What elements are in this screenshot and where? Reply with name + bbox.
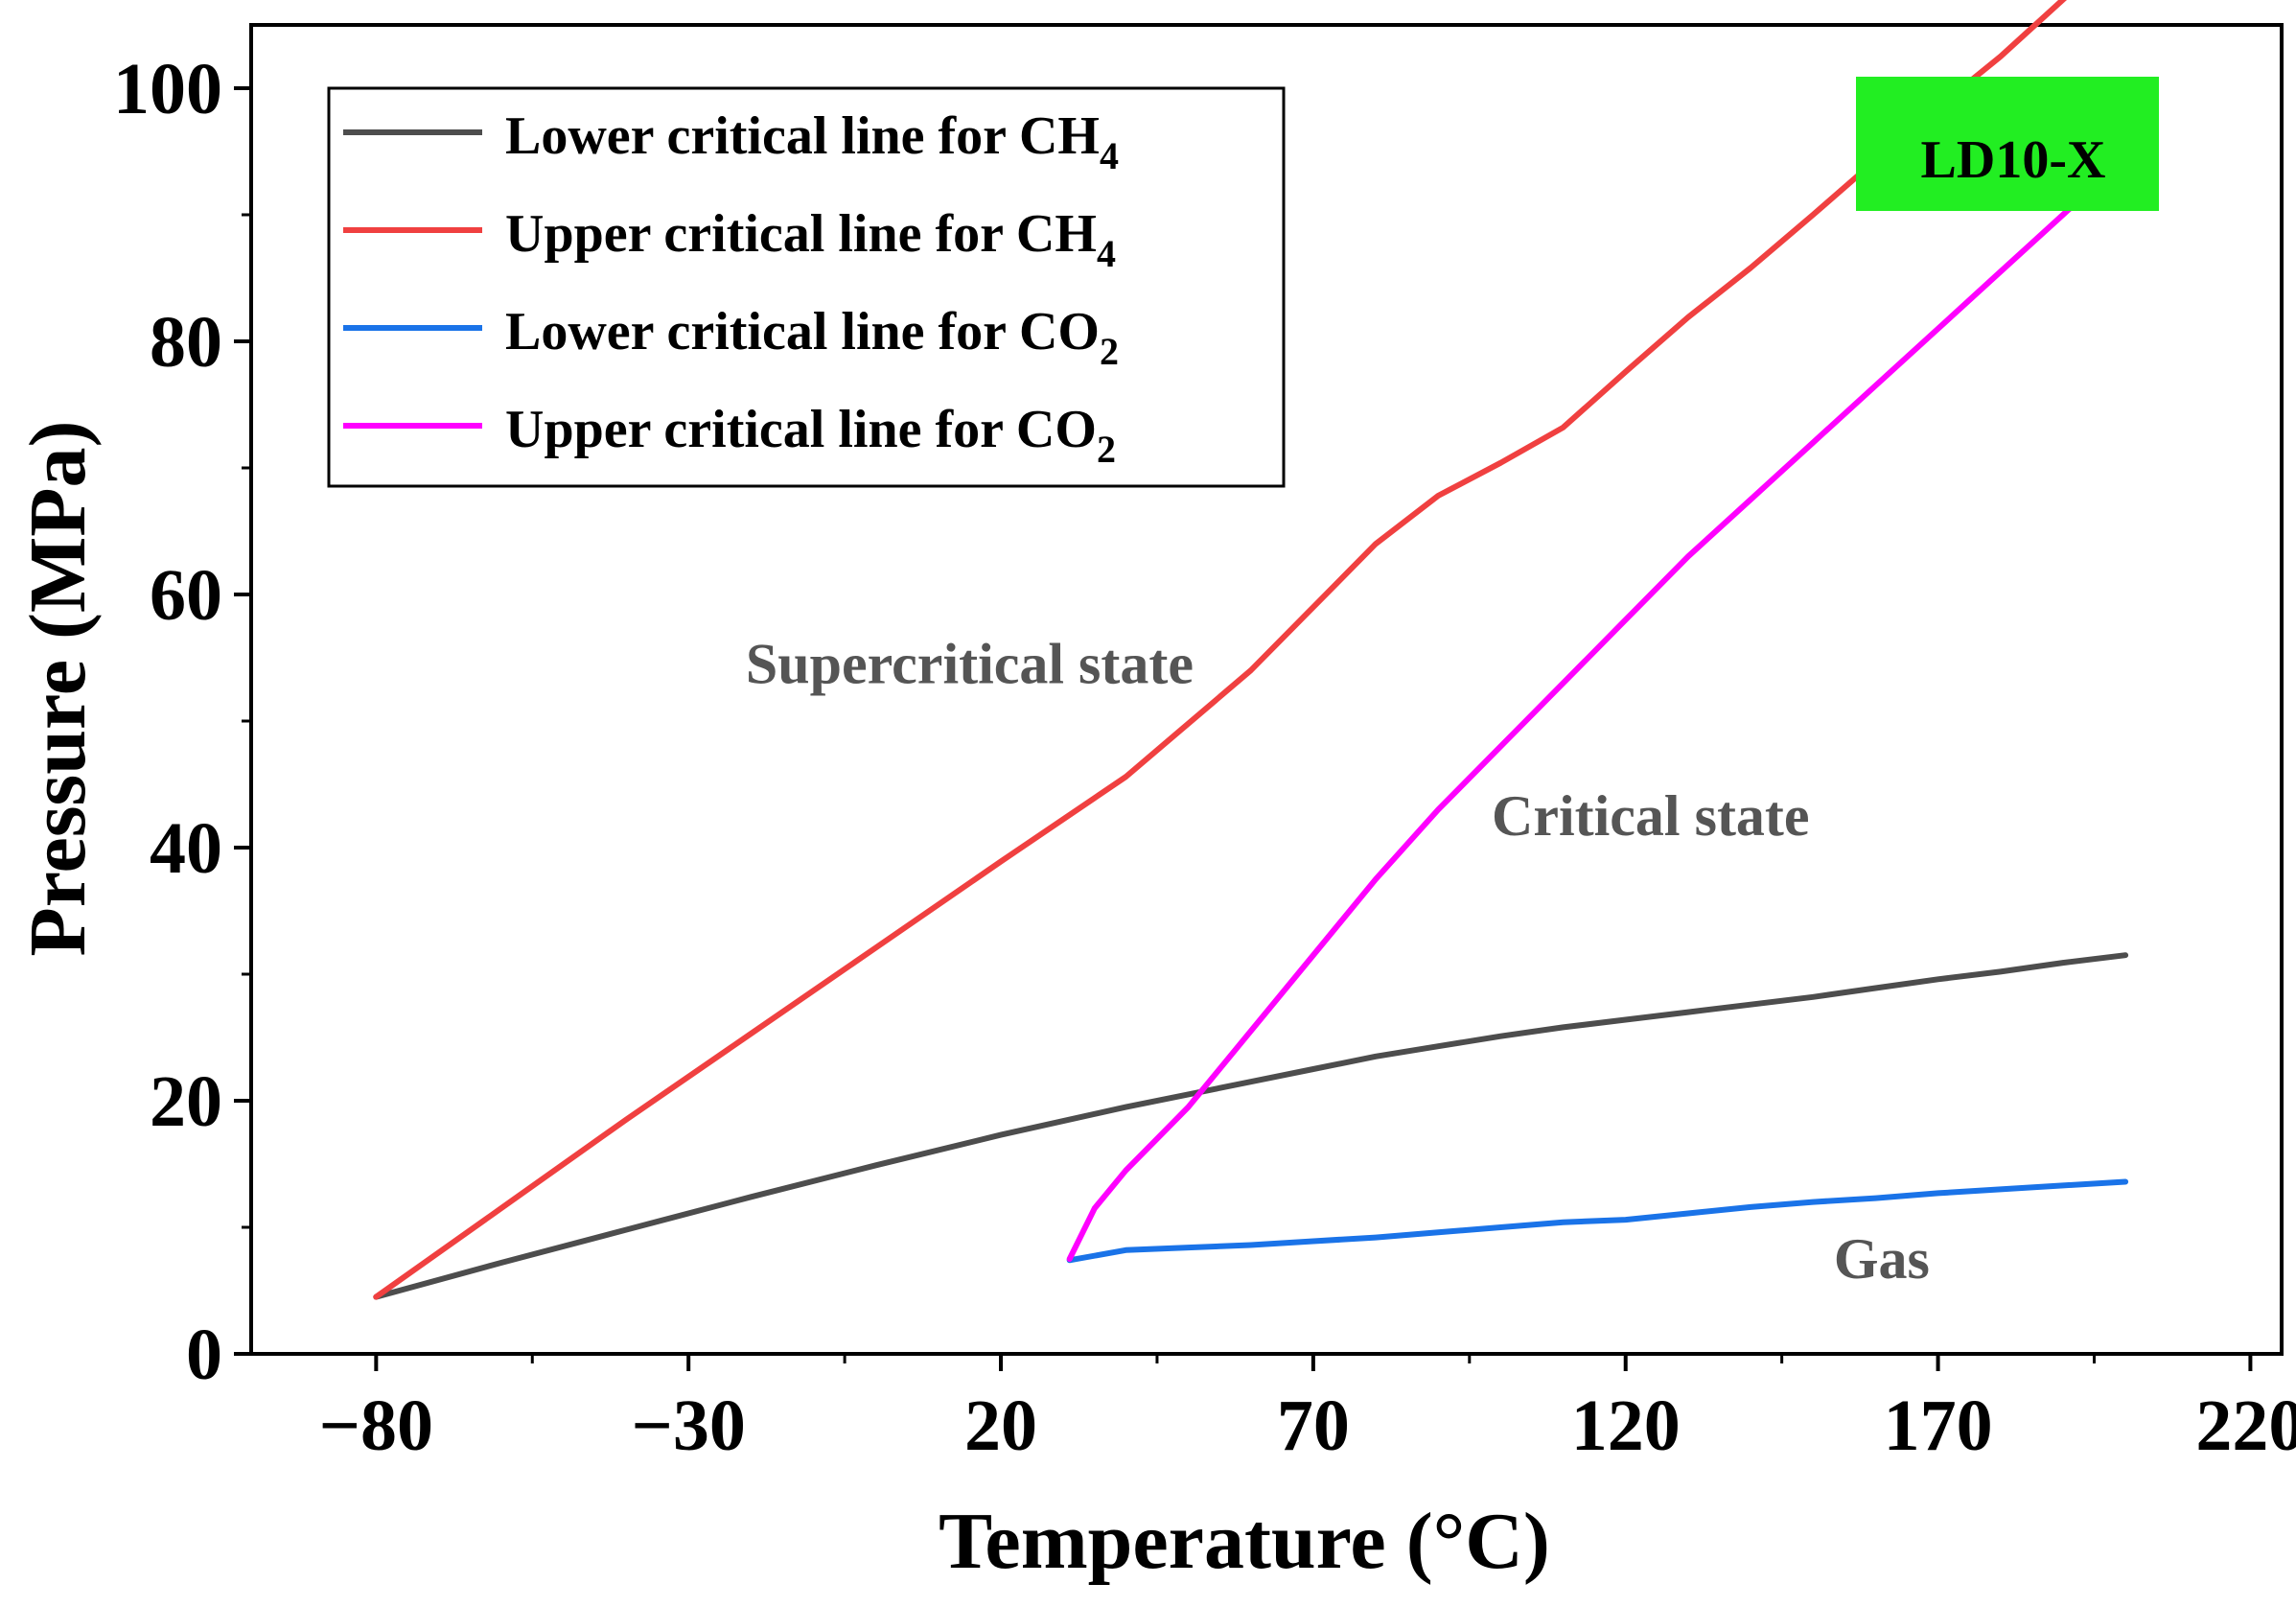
x-tick-label: 120 bbox=[1571, 1386, 1681, 1466]
region-label: Supercritical state bbox=[746, 632, 1194, 695]
series-line-3 bbox=[1066, 1178, 2129, 1264]
y-tick-label: 80 bbox=[150, 302, 222, 383]
region-label: Gas bbox=[1834, 1227, 1930, 1291]
legend-label: Lower critical line for CH4 bbox=[505, 106, 1119, 177]
legend-box bbox=[327, 86, 1286, 488]
tag: LD10-X bbox=[1856, 77, 2159, 211]
annotation-layer: Supercritical state Critical state Gas bbox=[746, 632, 1930, 1290]
tag-box bbox=[1856, 77, 2159, 211]
region-label: Critical state bbox=[1492, 784, 1810, 848]
x-axis-title: Temperature (°C) bbox=[939, 1497, 1550, 1586]
plot-frame bbox=[249, 23, 2284, 1356]
legend-label: Upper critical line for CO2 bbox=[505, 400, 1116, 471]
y-axis-title: Pressure (MPa) bbox=[13, 420, 103, 956]
y-tick-label: 0 bbox=[186, 1315, 222, 1395]
x-tick-label: 70 bbox=[1277, 1386, 1350, 1466]
legend: Lower critical line for CH4 Upper critica… bbox=[327, 86, 1286, 488]
y-tick-label: 40 bbox=[150, 808, 222, 889]
legend-label: Lower critical line for CO2 bbox=[505, 302, 1119, 373]
tag-label: LD10-X bbox=[1921, 130, 2106, 190]
plot-border bbox=[249, 23, 2284, 1356]
series-line-1 bbox=[373, 952, 2129, 1300]
x-tick-label: 20 bbox=[964, 1386, 1037, 1466]
x-tick-label: 170 bbox=[1884, 1386, 1993, 1466]
y-tick-label: 100 bbox=[113, 49, 222, 129]
x-tick-label: −30 bbox=[632, 1386, 746, 1466]
legend-entries: Lower critical line for CH4 Upper critica… bbox=[343, 106, 1119, 471]
x-tick-label: −80 bbox=[319, 1386, 433, 1466]
series-line-4 bbox=[1066, 154, 2129, 1262]
legend-label: Upper critical line for CH4 bbox=[505, 204, 1116, 275]
tick-layer: −80 −30 20 70 120 170 220 0 20 40 60 80 100 bbox=[113, 49, 2296, 1466]
y-tick-label: 60 bbox=[150, 555, 222, 636]
y-tick-label: 20 bbox=[150, 1061, 222, 1142]
x-tick-label: 220 bbox=[2195, 1386, 2296, 1466]
